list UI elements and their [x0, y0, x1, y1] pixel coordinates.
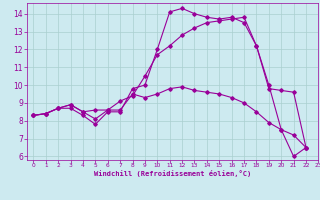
- X-axis label: Windchill (Refroidissement éolien,°C): Windchill (Refroidissement éolien,°C): [94, 170, 252, 177]
